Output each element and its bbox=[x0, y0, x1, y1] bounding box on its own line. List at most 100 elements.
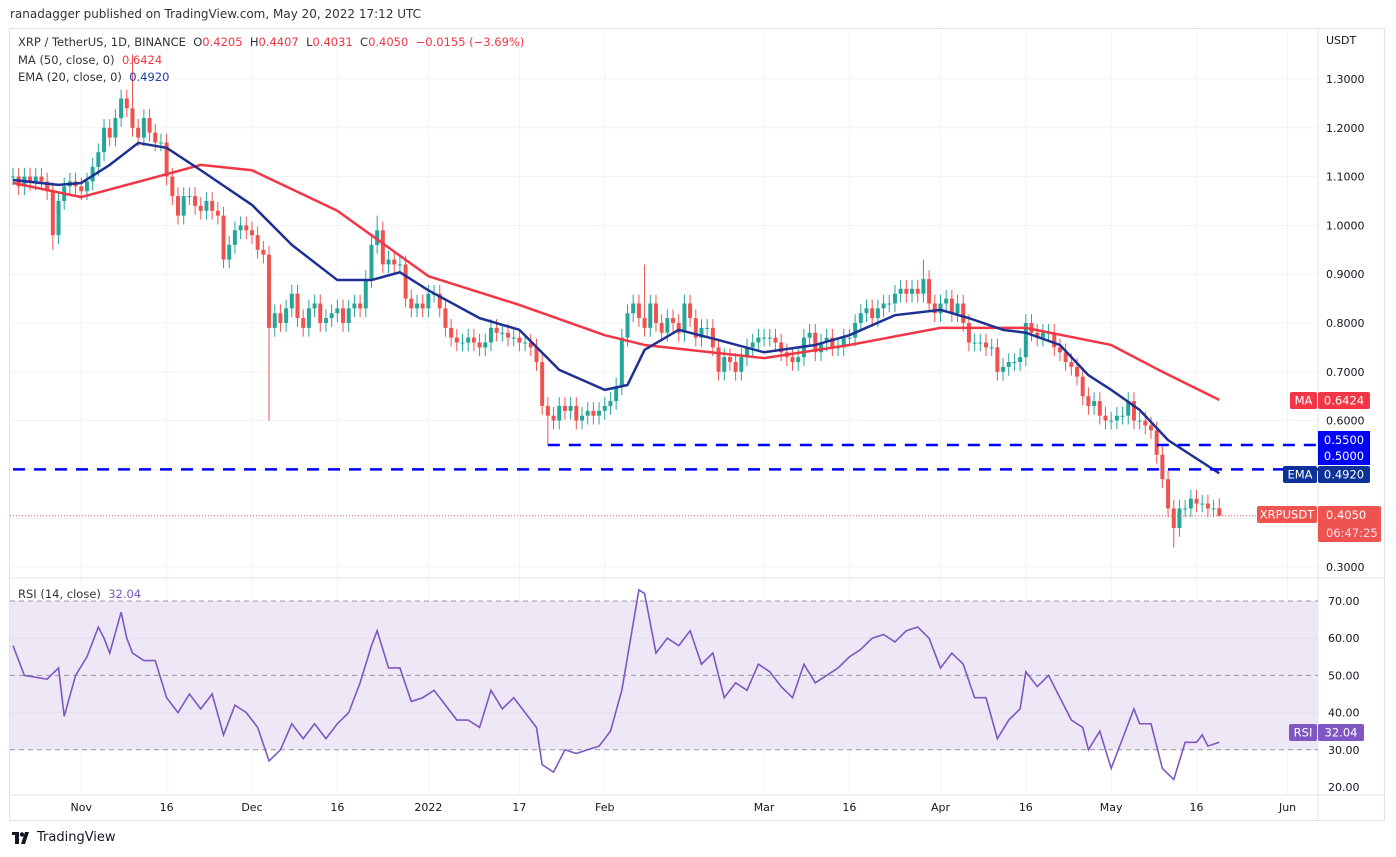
candle bbox=[904, 280, 909, 303]
tradingview-logo[interactable]: TradingView bbox=[12, 830, 116, 845]
candle bbox=[124, 89, 129, 118]
candle-body bbox=[11, 176, 15, 178]
ma-legend[interactable]: MA (50, close, 0) 0.6424 bbox=[18, 53, 162, 67]
rsi-tag: RSI bbox=[1294, 726, 1313, 740]
candle-countdown: 06:47:25 bbox=[1326, 526, 1378, 540]
candle-body bbox=[1188, 498, 1193, 509]
candle bbox=[1160, 445, 1165, 488]
candle-body bbox=[841, 337, 846, 348]
rsi-legend[interactable]: RSI (14, close) 32.04 bbox=[18, 587, 141, 601]
candle-body bbox=[244, 225, 249, 231]
candle bbox=[170, 167, 175, 205]
symbol-tag: XRPUSDT bbox=[1260, 508, 1315, 522]
candle bbox=[745, 338, 750, 366]
candle bbox=[955, 294, 960, 323]
rsi-tick: 30.00 bbox=[1328, 744, 1360, 757]
time-tick: 16 bbox=[842, 801, 856, 814]
candle bbox=[1052, 323, 1057, 357]
candle bbox=[995, 338, 1000, 381]
candle bbox=[477, 333, 482, 357]
candle-body bbox=[147, 118, 152, 133]
candle bbox=[631, 294, 636, 323]
candle-body bbox=[1109, 420, 1114, 422]
candle-body bbox=[380, 230, 385, 265]
candle-body bbox=[830, 337, 835, 348]
candle-body bbox=[864, 308, 869, 314]
candle bbox=[102, 119, 107, 161]
candle bbox=[528, 333, 533, 357]
candle bbox=[733, 353, 738, 381]
candle bbox=[727, 348, 732, 371]
candle-body bbox=[665, 318, 670, 333]
candle-body bbox=[1126, 401, 1131, 416]
candle-body bbox=[619, 337, 624, 387]
candle-body bbox=[762, 337, 767, 339]
last-price-badge-bg bbox=[1318, 506, 1381, 542]
candle-body bbox=[488, 327, 493, 343]
candle bbox=[944, 289, 949, 313]
candle-body bbox=[403, 264, 408, 299]
symbol-title[interactable]: XRP / TetherUS, 1D, BINANCE bbox=[18, 35, 186, 49]
level-0550-badge: 0.5500 bbox=[1324, 433, 1364, 447]
candle bbox=[1086, 387, 1091, 415]
brand-name: TradingView bbox=[37, 830, 116, 845]
candle-body bbox=[750, 342, 755, 348]
rsi-label: RSI (14, close) bbox=[18, 587, 101, 601]
candle-body bbox=[756, 337, 761, 343]
candle-body bbox=[995, 347, 1000, 372]
candle-body bbox=[1205, 503, 1210, 509]
rsi-line bbox=[12, 588, 1220, 782]
candle-body bbox=[608, 401, 613, 406]
candle bbox=[881, 294, 886, 318]
candle bbox=[1035, 323, 1040, 347]
candle bbox=[204, 192, 209, 220]
candle-body bbox=[494, 327, 499, 333]
candle bbox=[756, 328, 761, 352]
candle bbox=[1103, 406, 1108, 430]
candle-body bbox=[215, 210, 220, 216]
candle bbox=[255, 226, 260, 259]
candle bbox=[562, 397, 567, 420]
candle bbox=[574, 397, 579, 430]
candle bbox=[386, 250, 391, 274]
candle-body bbox=[722, 357, 727, 372]
candle bbox=[983, 333, 988, 357]
candle-body bbox=[352, 303, 357, 309]
candle-body bbox=[301, 318, 306, 328]
candle-body bbox=[56, 201, 61, 236]
candle bbox=[716, 338, 721, 381]
price-tick: 0.7000 bbox=[1326, 366, 1365, 379]
ema-legend[interactable]: EMA (20, close, 0) 0.4920 bbox=[18, 70, 169, 84]
rsi-tick: 20.00 bbox=[1328, 781, 1360, 794]
candle bbox=[50, 182, 55, 250]
candle bbox=[915, 280, 920, 303]
candle bbox=[887, 294, 892, 313]
candle-body bbox=[232, 230, 237, 245]
candle-body bbox=[397, 264, 402, 266]
candle-body bbox=[1069, 362, 1074, 367]
candle-body bbox=[500, 332, 505, 334]
candle bbox=[750, 333, 755, 357]
candle-body bbox=[204, 201, 209, 211]
candle-body bbox=[1080, 376, 1085, 397]
candle bbox=[705, 319, 710, 337]
chart-frame bbox=[9, 28, 1385, 821]
candle-body bbox=[153, 132, 158, 143]
candle-body bbox=[1217, 508, 1222, 516]
candle-body bbox=[193, 196, 198, 206]
candle-body bbox=[107, 127, 112, 138]
candle bbox=[597, 402, 602, 425]
candle bbox=[1092, 392, 1097, 415]
candle-body bbox=[1035, 332, 1040, 338]
candle bbox=[614, 377, 619, 410]
candle bbox=[471, 328, 476, 352]
candle bbox=[289, 284, 294, 318]
price-tick: 0.9000 bbox=[1326, 268, 1365, 281]
candle bbox=[892, 284, 897, 313]
candle bbox=[272, 304, 277, 337]
candle bbox=[210, 192, 215, 220]
candle bbox=[488, 319, 493, 352]
candle-body bbox=[323, 318, 328, 323]
candle-body bbox=[1131, 401, 1136, 421]
